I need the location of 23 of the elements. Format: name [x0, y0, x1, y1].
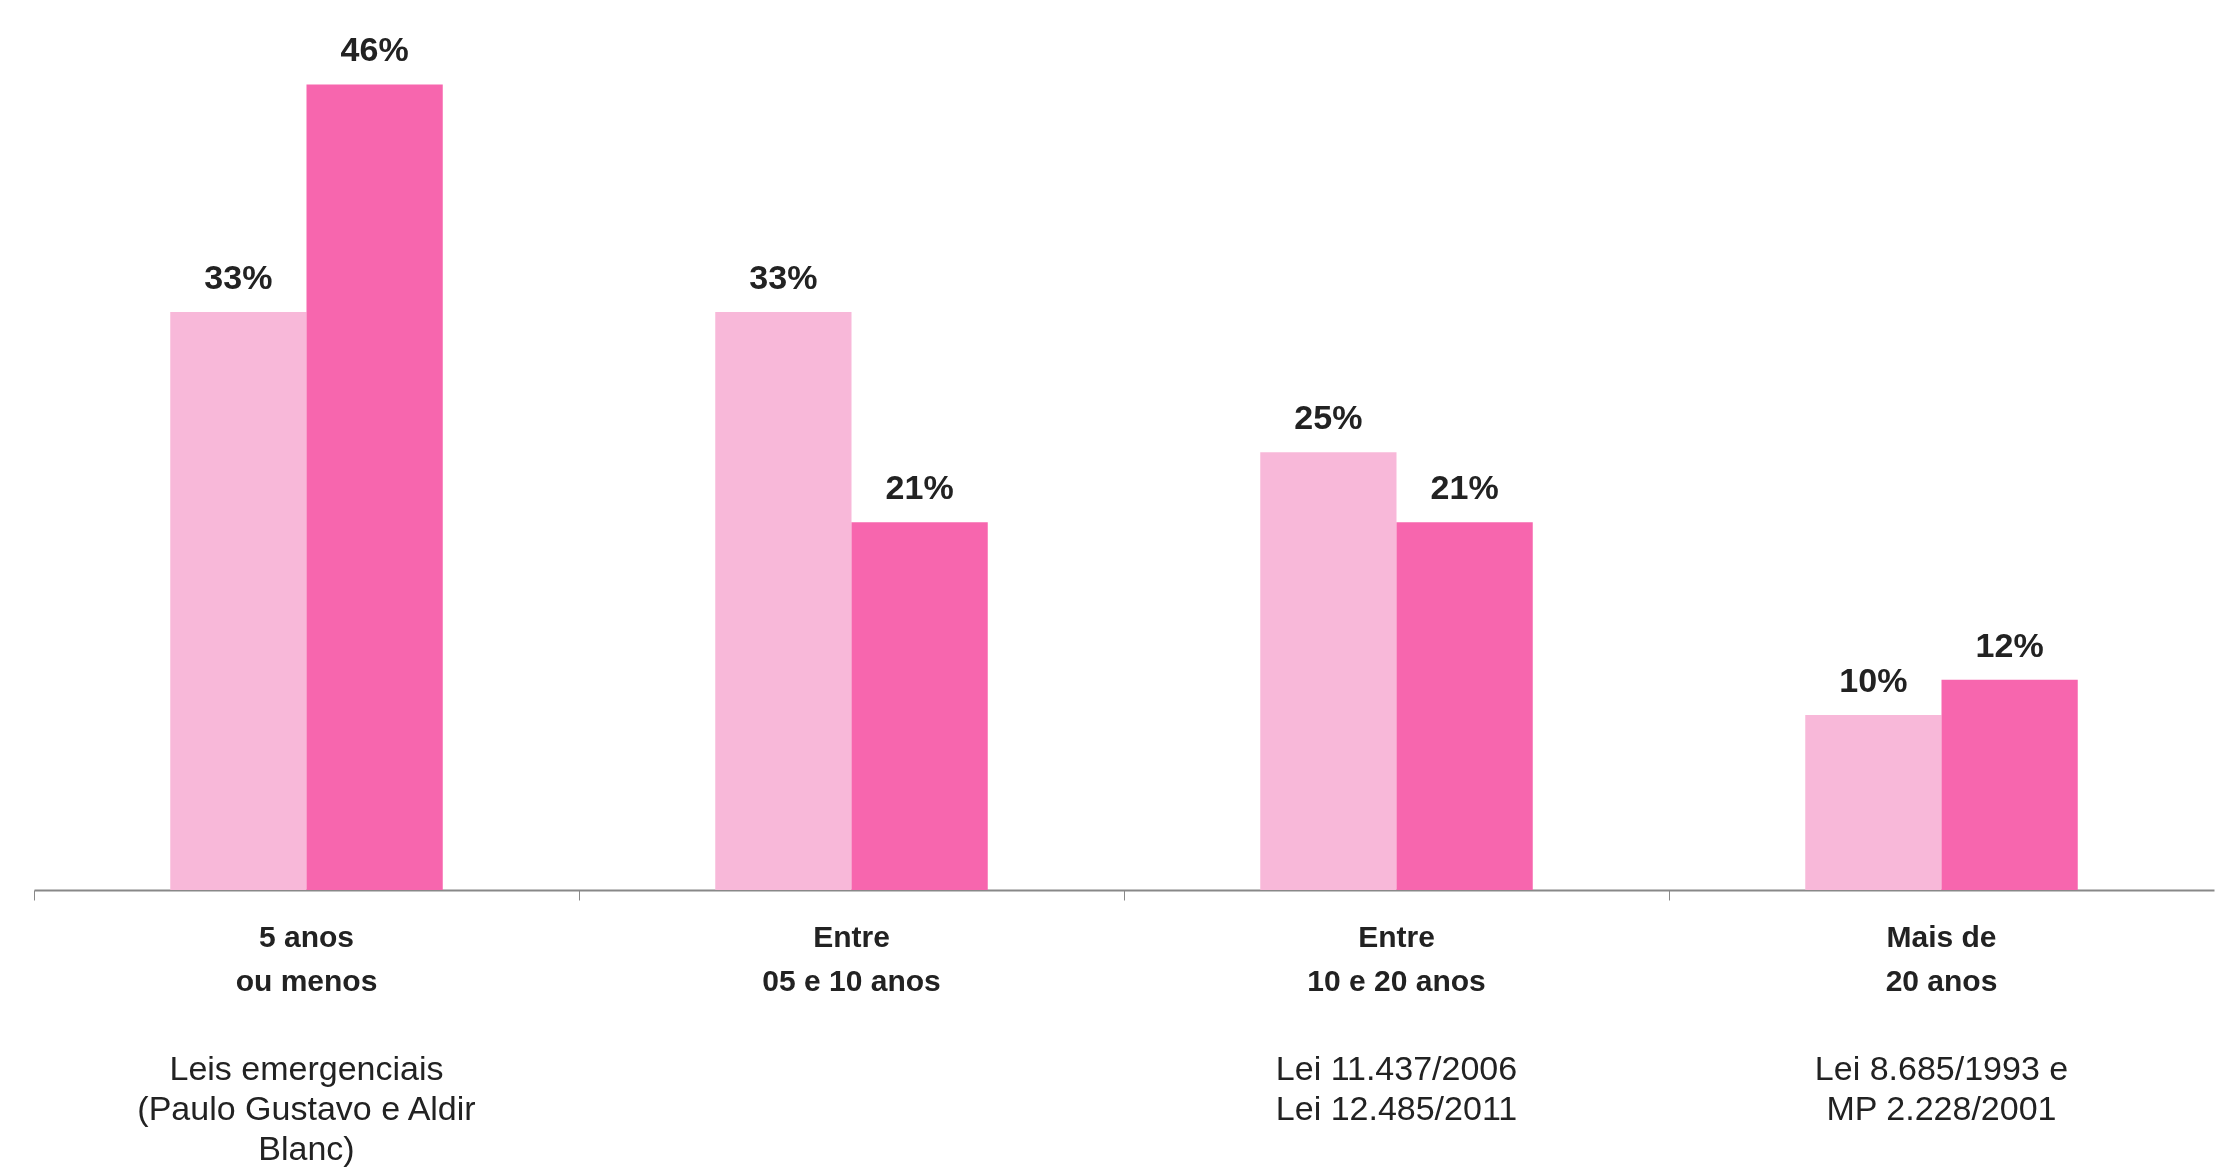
bar — [715, 312, 852, 890]
bar — [851, 522, 988, 890]
text: Lei 8.685/1993 e MP 2.228/2001 — [1814, 1049, 2069, 1127]
bar — [306, 84, 443, 890]
bar — [1396, 522, 1533, 890]
data-label: 12% — [1975, 625, 2044, 664]
bar — [170, 312, 307, 890]
bar — [1805, 714, 1942, 890]
bar — [1260, 452, 1397, 890]
text: Lei 11.437/2006 Lei 12.485/2011 — [1275, 1049, 1518, 1127]
data-label: 25% — [1294, 398, 1363, 437]
text: Leis emergenciais (Paulo Gustavo e Aldir Blanc) — [137, 1049, 476, 1167]
data-label: 33% — [204, 258, 273, 297]
x-tick-label: Entre 10 e 20 anos — [1307, 919, 1486, 997]
bar — [1941, 679, 2078, 890]
data-label: 21% — [885, 468, 954, 507]
x-tick-label: 5 anos ou menos — [235, 919, 378, 997]
data-label: 33% — [749, 258, 818, 297]
x-tick-label: Mais de 20 anos — [1885, 919, 1998, 997]
data-label: 46% — [340, 30, 409, 69]
data-label: 21% — [1430, 468, 1499, 507]
data-label: 10% — [1839, 660, 1908, 699]
x-tick-label: Entre 05 e 10 anos — [762, 919, 941, 997]
